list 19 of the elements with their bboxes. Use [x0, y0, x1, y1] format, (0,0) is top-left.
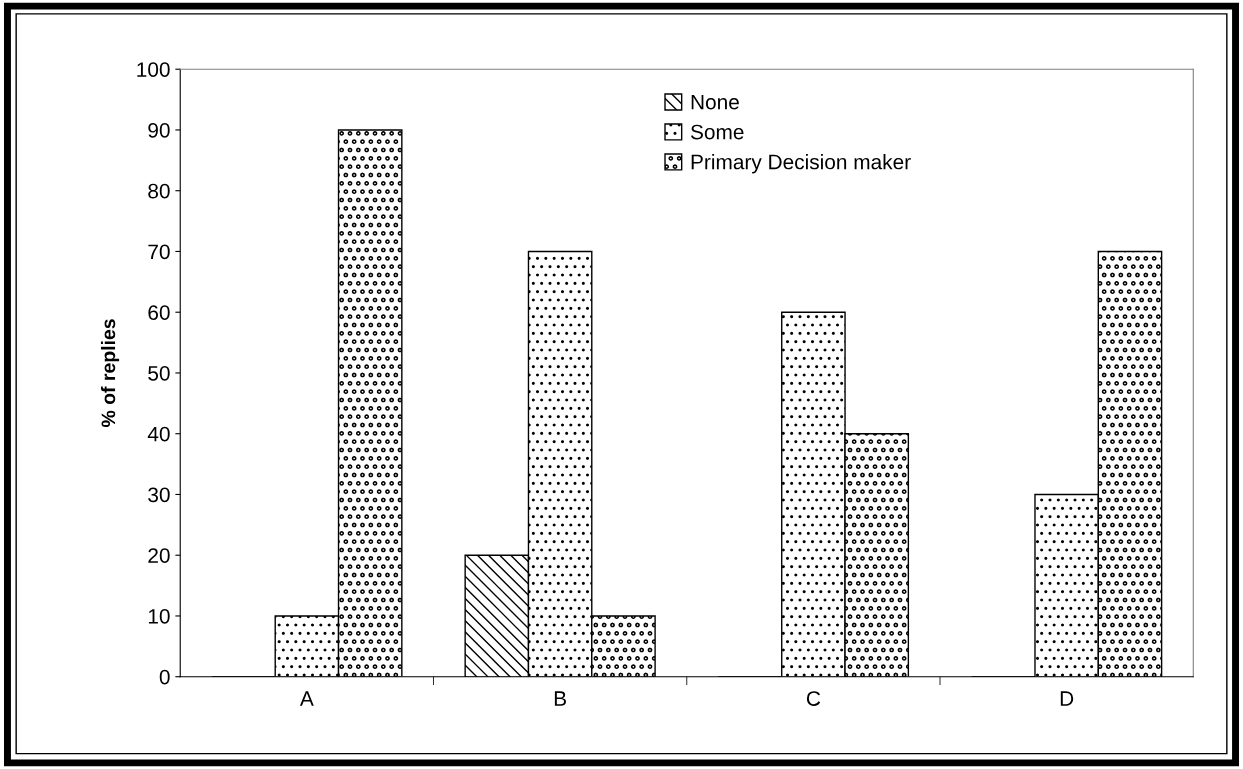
y-tick-label: 10	[148, 608, 170, 624]
y-tick-label: 20	[148, 548, 170, 563]
y-tick-label: 70	[148, 244, 170, 260]
y-tick-label: 90	[148, 122, 170, 138]
x-tick-label: C	[806, 691, 821, 706]
y-tick-label: 0	[159, 669, 170, 685]
y-tick-label: 80	[148, 183, 170, 199]
y-tick-label: 100	[137, 62, 170, 77]
x-tick-label: D	[1060, 691, 1074, 706]
x-tick-label: A	[299, 691, 314, 706]
legend-label: None	[691, 94, 739, 110]
y-tick-label: 40	[147, 426, 170, 442]
y-tick-label: 60	[148, 305, 170, 320]
y-tick-label: 30	[148, 487, 170, 503]
y-tick-label: 50	[148, 365, 170, 381]
legend-label: Primary Decision maker	[691, 154, 911, 174]
legend-label: Some	[690, 124, 744, 140]
x-tick-label: B	[554, 691, 566, 706]
y-axis-title: % of replies	[100, 319, 120, 428]
